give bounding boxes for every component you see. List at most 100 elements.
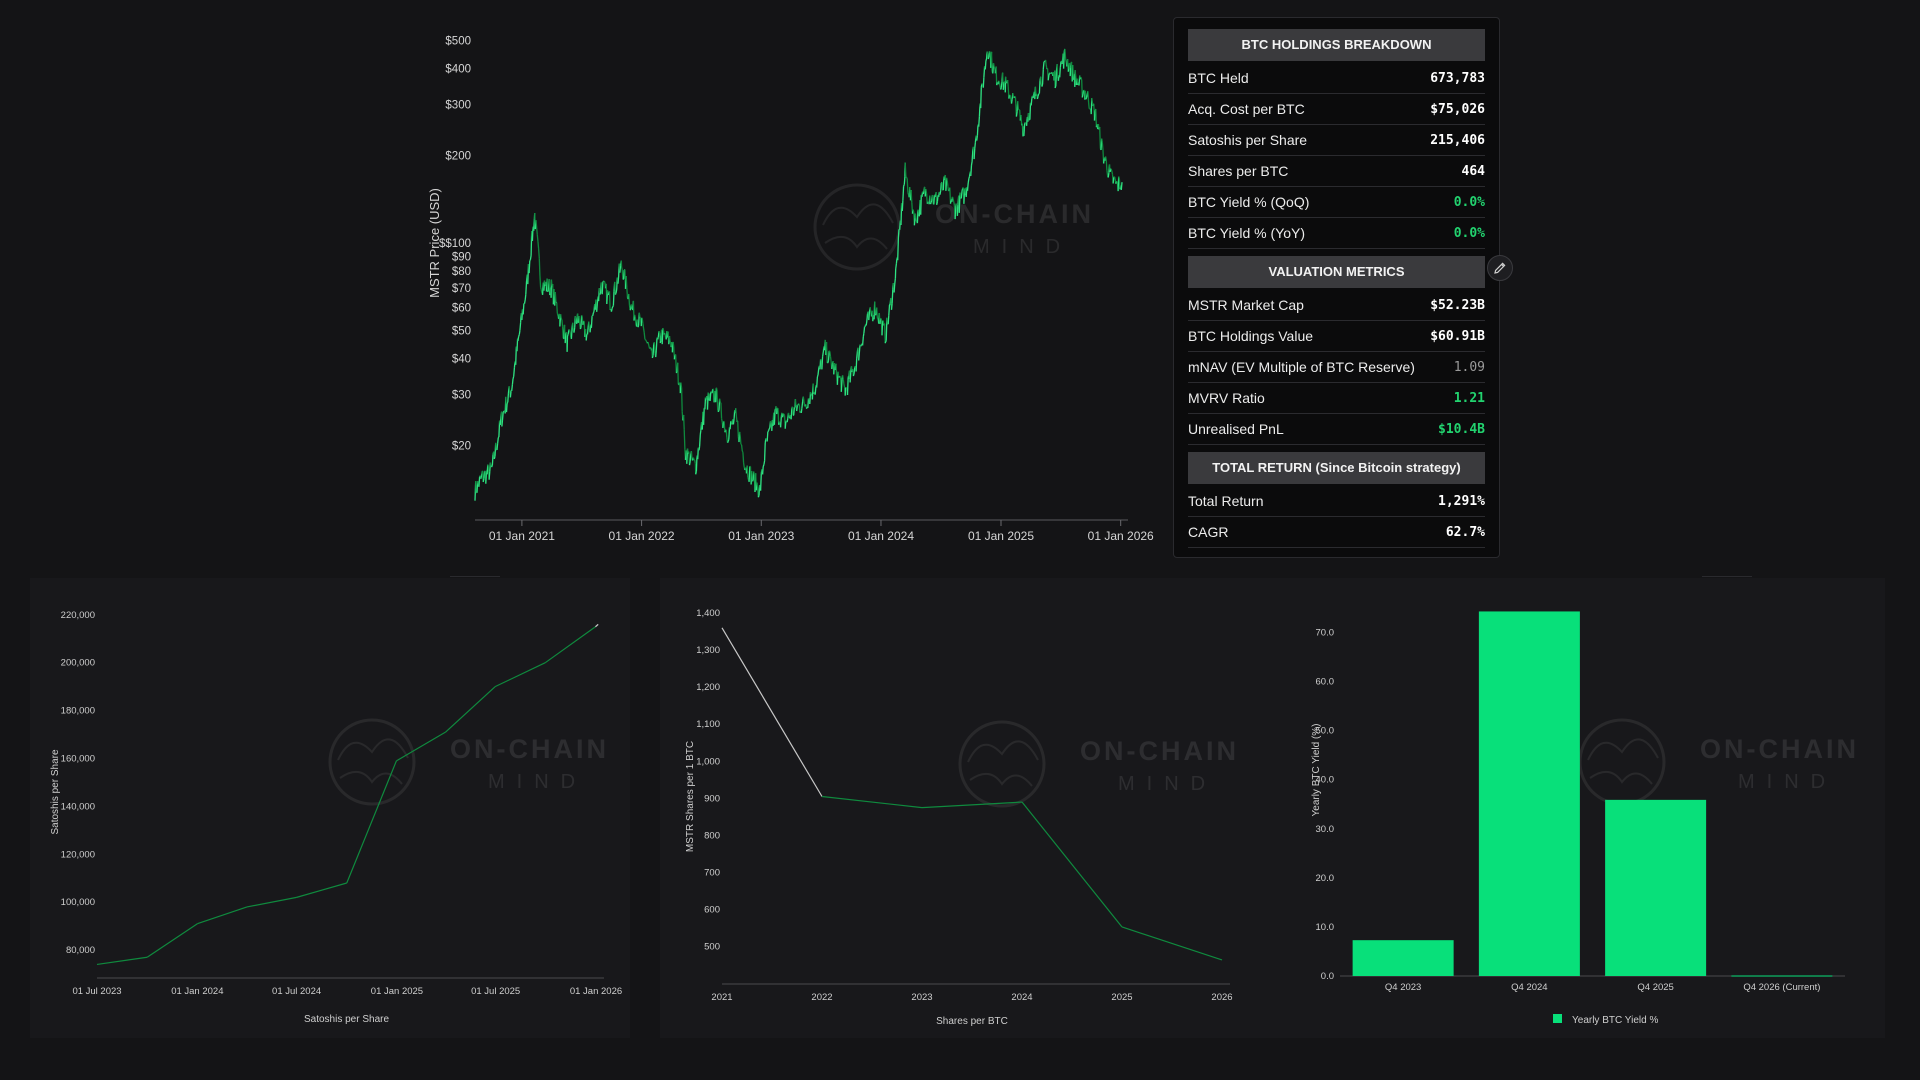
- price-segment: [890, 303, 893, 310]
- price-segment: [742, 462, 745, 468]
- valuation-header: VALUATION METRICS: [1188, 256, 1485, 288]
- data-segment: [1021, 801, 1123, 928]
- y-tick-label: 60.0: [1316, 677, 1335, 688]
- price-segment: [643, 332, 646, 340]
- price-segment: [783, 413, 786, 416]
- price-segment: [715, 387, 718, 403]
- price-segment: [976, 135, 979, 141]
- price-segment: [1023, 123, 1026, 136]
- price-segment: [735, 408, 738, 417]
- watermark: ON-CHAIN MIND: [1578, 718, 1859, 806]
- price-segment: [525, 281, 528, 295]
- price-segment: [903, 176, 906, 185]
- price-segment: [784, 420, 787, 429]
- price-segment: [738, 431, 741, 437]
- price-segment: [1081, 79, 1083, 98]
- price-segment: [1081, 93, 1084, 98]
- price-segment: [1113, 176, 1116, 179]
- yield-bar: [1605, 799, 1707, 976]
- metric-row: BTC Holdings Value $60.91B: [1188, 321, 1485, 352]
- price-segment: [1080, 77, 1083, 81]
- data-segment: [346, 760, 397, 884]
- y-tick-label: $400: [445, 63, 471, 75]
- data-segment: [821, 795, 923, 809]
- y-tick-label: $200: [445, 151, 471, 163]
- price-segment: [622, 270, 625, 279]
- price-segment: [726, 441, 729, 444]
- price-segment: [732, 418, 735, 425]
- price-segment: [655, 337, 658, 351]
- price-segment: [751, 470, 754, 482]
- price-segment: [497, 436, 500, 439]
- price-segment: [837, 371, 840, 378]
- data-segment: [544, 626, 596, 664]
- price-segment: [509, 390, 512, 398]
- price-segment: [846, 376, 849, 396]
- sats-per-share-panel: ON-CHAIN MIND 01 Jul 2023 01 Jan 2024 01 Jul…: [30, 578, 630, 1038]
- price-segment: [612, 305, 614, 308]
- price-segment: [807, 398, 810, 400]
- brain-icon: [958, 720, 1046, 808]
- price-segment: [478, 476, 481, 487]
- metric-value: 215,406: [1430, 132, 1485, 148]
- x-tick-label: 01 Jan 2025: [968, 529, 1034, 543]
- price-segment: [952, 198, 955, 203]
- metric-label: BTC Held: [1188, 70, 1249, 86]
- price-segment: [1030, 98, 1033, 106]
- brain-fold: [822, 203, 894, 250]
- x-tick-label: Q4 2024: [1511, 982, 1547, 993]
- price-segment: [786, 418, 789, 423]
- price-segment: [1017, 101, 1020, 110]
- price-segment: [769, 421, 772, 425]
- price-segment: [482, 478, 485, 483]
- price-segment: [539, 274, 542, 288]
- x-tick-label: 01 Jan 2024: [848, 529, 914, 543]
- brain-fold: [1587, 738, 1659, 785]
- metric-row: MSTR Market Cap $52.23B: [1188, 290, 1485, 321]
- watermark-title: ON-CHAIN: [1700, 734, 1859, 764]
- data-segment: [197, 906, 248, 925]
- price-segment: [1054, 85, 1057, 89]
- price-segment: [523, 299, 526, 304]
- price-segment: [617, 276, 620, 284]
- price-segment: [767, 430, 770, 433]
- y-tick-label: $$100: [439, 238, 471, 250]
- price-segment: [968, 176, 971, 179]
- price-segment: [698, 446, 701, 451]
- price-segment: [603, 280, 606, 283]
- edit-button[interactable]: [1487, 255, 1513, 281]
- x-tick-label: 01 Jul 2025: [471, 986, 520, 997]
- price-segment: [601, 281, 604, 295]
- price-segment: [556, 302, 558, 314]
- price-segment: [668, 336, 671, 342]
- price-segment: [939, 190, 942, 195]
- price-segment: [1095, 108, 1098, 128]
- x-tick-label: 01 Jan 2026: [1088, 529, 1154, 543]
- price-segment: [915, 219, 918, 223]
- brain-icon: [1578, 718, 1666, 806]
- price-segment: [614, 281, 617, 295]
- price-segment: [803, 401, 806, 406]
- price-segment: [570, 327, 573, 339]
- price-segment: [689, 455, 692, 462]
- y-tick-label: 180,000: [61, 706, 95, 717]
- price-segment: [518, 330, 521, 335]
- price-segment: [505, 403, 508, 413]
- price-segment: [1085, 97, 1088, 100]
- price-segment: [592, 312, 595, 317]
- price-segment: [581, 315, 583, 317]
- price-segment: [539, 287, 542, 290]
- price-segment: [1115, 181, 1118, 184]
- price-segment: [560, 317, 563, 321]
- price-segment: [1059, 61, 1062, 68]
- price-segment: [578, 316, 581, 324]
- price-segment: [879, 319, 882, 324]
- price-segment: [682, 414, 685, 430]
- price-segment: [724, 430, 727, 433]
- price-segment: [941, 182, 944, 191]
- price-segment: [611, 306, 614, 309]
- price-segment: [683, 429, 686, 450]
- price-segment: [757, 495, 760, 498]
- metric-label: MVRV Ratio: [1188, 390, 1265, 406]
- price-segment: [1111, 170, 1114, 175]
